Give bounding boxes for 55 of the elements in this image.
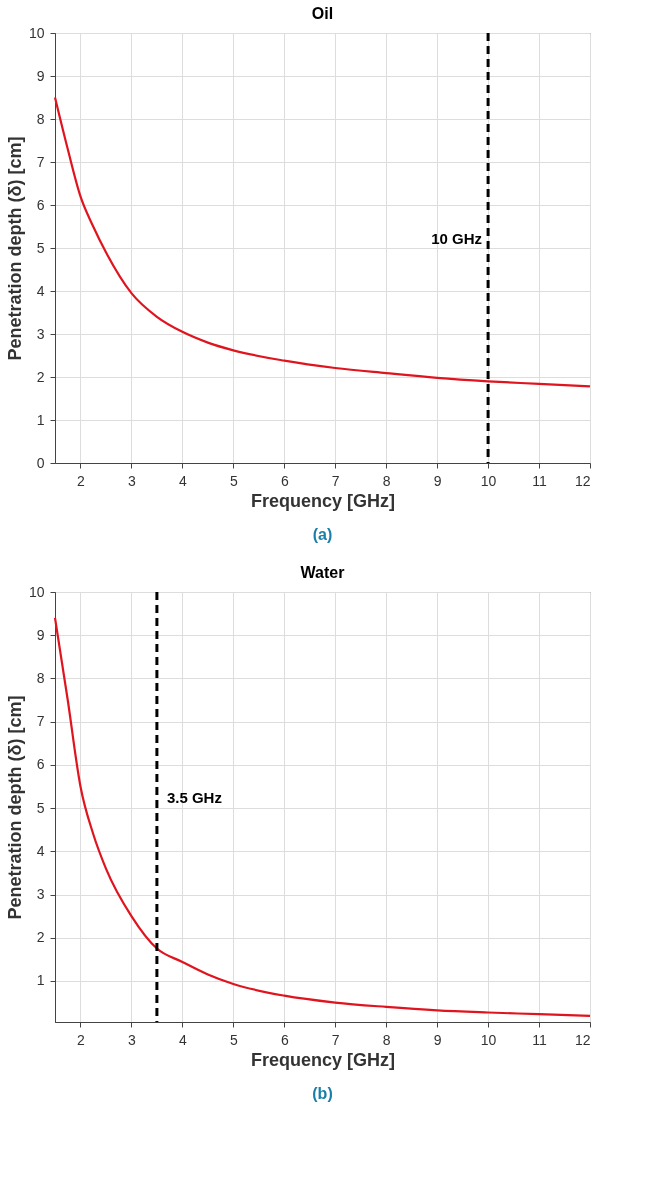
x-tick-label: 2: [77, 1031, 86, 1048]
x-tick-label: 6: [280, 1031, 289, 1048]
x-tick-label: 5: [229, 1031, 238, 1048]
y-tick-label: 8: [36, 669, 45, 686]
x-tick-label: 5: [229, 472, 238, 489]
chart-title: Oil: [311, 5, 334, 22]
x-tick-label: 10: [480, 1031, 497, 1048]
x-tick-label: 3: [128, 472, 137, 489]
x-tick-label: 4: [178, 1031, 187, 1048]
y-tick-label: 2: [36, 368, 45, 385]
line-series: [53, 616, 592, 1018]
text: (a): [312, 526, 333, 543]
y-tick-label: 6: [36, 756, 45, 773]
y-axis-title: Penetration depth (δ) [cm]: [4, 136, 25, 361]
x-tick-label: 4: [178, 472, 187, 489]
x-axis-title: Frequency [GHz]: [250, 490, 396, 511]
line-series: [53, 96, 592, 388]
x-tick-label: 7: [331, 472, 340, 489]
x-tick-label: 7: [331, 1031, 340, 1048]
y-tick-label: 1: [36, 411, 45, 428]
x-tick-label: 11: [532, 472, 548, 489]
x-tick-label: 2: [77, 472, 86, 489]
x-tick-label: 10: [480, 472, 497, 489]
x-tick-label: 12: [574, 1031, 591, 1048]
x-tick-label: 11: [532, 1031, 548, 1048]
y-tick-label: 7: [36, 713, 45, 730]
y-tick-label: 0: [36, 454, 45, 471]
x-axis-title: Frequency [GHz]: [250, 1049, 396, 1070]
y-tick-label: 1: [36, 972, 45, 989]
y-tick-label: 6: [36, 196, 45, 213]
x-tick-label: 9: [433, 472, 442, 489]
y-tick-label: 8: [36, 110, 45, 127]
y-tick-label: 10: [28, 24, 45, 41]
y-tick-label: 9: [36, 67, 45, 84]
y-tick-label: 3: [36, 886, 45, 903]
y-tick-label: 9: [36, 626, 45, 643]
chart-title: Water: [300, 564, 345, 581]
ref-line-label: 3.5 GHz: [166, 789, 222, 807]
x-tick-label: 12: [574, 472, 591, 489]
y-tick-label: 5: [36, 239, 45, 256]
y-axis-title: Penetration depth (δ) [cm]: [4, 695, 25, 920]
y-tick-label: 7: [36, 153, 45, 170]
y-tick-label: 3: [36, 325, 45, 342]
x-tick-label: 6: [280, 472, 289, 489]
y-tick-label: 4: [36, 842, 45, 859]
x-tick-label: 8: [382, 1031, 391, 1048]
text: (b): [312, 1085, 333, 1102]
y-tick-label: 10: [28, 583, 45, 600]
y-tick-label: 4: [36, 282, 45, 299]
x-tick-label: 8: [382, 472, 391, 489]
ref-line-label: 10 GHz: [431, 230, 483, 248]
y-tick-label: 5: [36, 799, 45, 816]
x-tick-label: 3: [128, 1031, 137, 1048]
y-tick-label: 2: [36, 929, 45, 946]
x-tick-label: 9: [433, 1031, 442, 1048]
